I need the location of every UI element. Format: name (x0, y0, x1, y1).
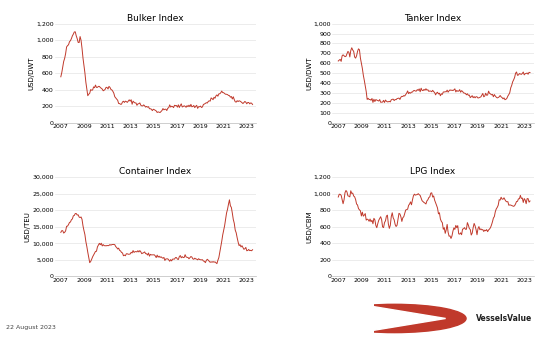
Y-axis label: USD/TEU: USD/TEU (25, 211, 31, 242)
Title: LPG Index: LPG Index (410, 167, 455, 177)
Title: Bulker Index: Bulker Index (127, 14, 184, 23)
Y-axis label: USD/CBM: USD/CBM (306, 211, 312, 243)
Title: Container Index: Container Index (119, 167, 191, 177)
Circle shape (323, 304, 466, 333)
Text: 22 August 2023: 22 August 2023 (6, 325, 56, 330)
Polygon shape (374, 307, 446, 330)
Text: VesselsValue: VesselsValue (476, 314, 532, 323)
Y-axis label: USD/DWT: USD/DWT (29, 56, 35, 90)
Title: Tanker Index: Tanker Index (404, 14, 461, 23)
Y-axis label: USD/DWT: USD/DWT (306, 56, 312, 90)
